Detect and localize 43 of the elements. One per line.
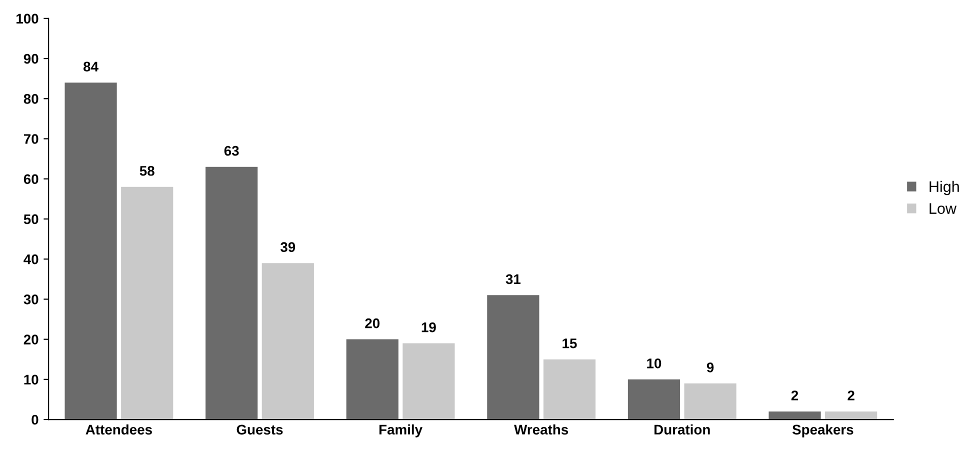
bar — [402, 343, 455, 420]
data-label: 2 — [791, 390, 798, 400]
x-tick-label: Attendees — [86, 424, 152, 435]
data-label: 58 — [140, 166, 154, 176]
y-tick-label: 90 — [24, 54, 38, 64]
data-label: 15 — [562, 338, 577, 348]
bar — [262, 263, 314, 420]
y-tick-label: 0 — [32, 414, 38, 425]
bar — [487, 295, 540, 420]
x-tick-label: Guests — [236, 424, 283, 435]
data-label: 84 — [84, 62, 98, 72]
data-label: 2 — [848, 390, 854, 400]
bar — [543, 359, 596, 420]
y-tick-label: 20 — [24, 334, 38, 344]
bar — [346, 339, 398, 420]
y-tick-label: 40 — [24, 254, 38, 264]
bar — [628, 379, 680, 420]
data-label: 39 — [280, 242, 296, 252]
bar — [825, 411, 878, 420]
bar — [121, 186, 174, 420]
y-tick-label: 50 — [24, 214, 38, 224]
x-tick-label: Family — [379, 424, 422, 438]
legend-label: Low — [930, 203, 957, 214]
y-tick-label: 70 — [24, 134, 38, 144]
y-tick-label: 100 — [16, 14, 38, 24]
bar — [64, 82, 117, 420]
y-tick-label: 10 — [24, 374, 38, 385]
x-tick-label: Wreaths — [514, 424, 568, 435]
data-label: 63 — [224, 146, 239, 156]
y-tick-label: 60 — [24, 174, 38, 184]
bar — [206, 166, 258, 420]
x-tick-label: Speakers — [792, 424, 854, 438]
data-label: 31 — [506, 274, 521, 284]
data-label: 10 — [647, 358, 662, 368]
data-label: 19 — [422, 322, 436, 332]
y-tick-label: 30 — [24, 294, 38, 304]
data-label: 20 — [365, 318, 380, 328]
data-label: 9 — [706, 362, 714, 372]
bar — [768, 411, 821, 420]
bar — [684, 383, 736, 420]
legend-label: High — [930, 180, 959, 196]
x-tick-label: Duration — [654, 424, 710, 435]
y-tick-label: 80 — [24, 94, 38, 104]
